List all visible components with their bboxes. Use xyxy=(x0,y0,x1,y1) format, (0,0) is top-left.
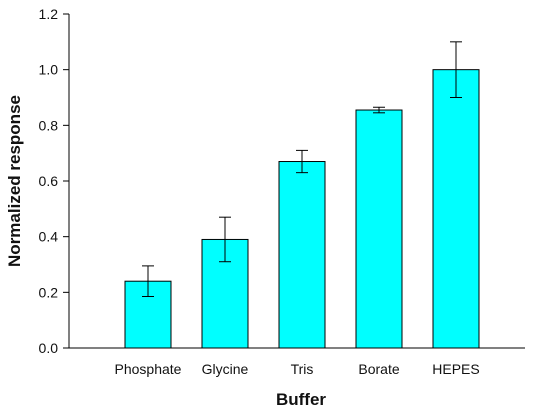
x-tick-label: Tris xyxy=(291,361,314,377)
error-bar-phosphate xyxy=(142,265,154,298)
y-tick-label: 0.4 xyxy=(39,229,59,245)
error-bars xyxy=(142,41,462,298)
error-bar-glycine xyxy=(219,216,231,263)
bar-hepes xyxy=(432,69,480,349)
x-axis-tick-labels: Phosphate Glycine Tris Borate HEPES xyxy=(115,361,480,377)
x-tick-label: Borate xyxy=(358,361,399,377)
error-bar-hepes xyxy=(450,41,462,98)
error-bar-tris xyxy=(296,149,308,174)
x-tick-label: HEPES xyxy=(432,361,479,377)
y-axis-ticks: 0.0 0.2 0.4 0.6 0.8 1.0 1.2 xyxy=(39,6,69,356)
bar-borate xyxy=(355,109,403,349)
y-tick-label: 1.2 xyxy=(39,6,59,22)
x-tick-label: Glycine xyxy=(202,361,249,377)
y-axis-title: Normalized response xyxy=(5,95,24,267)
y-tick-label: 0.2 xyxy=(39,284,59,300)
error-bar-borate xyxy=(373,106,385,114)
x-tick-label: Phosphate xyxy=(115,361,182,377)
y-tick-label: 0.6 xyxy=(39,173,59,189)
y-tick-label: 1.0 xyxy=(39,62,59,78)
bars xyxy=(124,69,480,349)
x-axis-title: Buffer xyxy=(276,390,326,409)
y-tick-label: 0.8 xyxy=(39,117,59,133)
y-tick-label: 0.0 xyxy=(39,340,59,356)
bar-tris xyxy=(278,161,326,349)
